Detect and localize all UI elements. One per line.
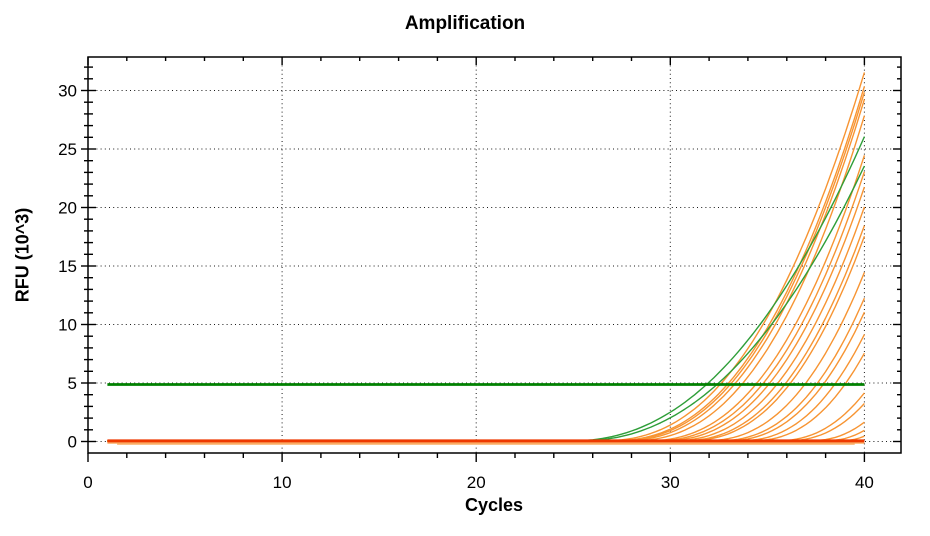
amplification-curve	[107, 206, 866, 442]
chart-title: Amplification	[404, 13, 526, 34]
plot-frame	[87, 56, 902, 454]
x-tick-label: 0	[83, 473, 92, 492]
x-tick-label: 20	[467, 473, 486, 492]
y-tick-label: 5	[68, 374, 77, 393]
amplification-curve	[107, 186, 866, 442]
y-tick-label: 15	[58, 257, 77, 276]
amplification-curve	[107, 392, 865, 442]
x-tick-label: 30	[661, 473, 680, 492]
x-axis-label: Cycles	[464, 495, 524, 515]
x-tick-label: 10	[273, 473, 292, 492]
amplification-curve	[107, 225, 866, 442]
y-tick-label: 20	[58, 199, 77, 218]
amplification-curve	[107, 235, 866, 442]
amplification-curve	[107, 92, 866, 442]
y-tick-label: 0	[68, 433, 77, 452]
y-tick-label: 10	[58, 316, 77, 335]
amplification-curve	[107, 165, 866, 442]
amplification-curve	[107, 115, 866, 442]
amplification-curve	[107, 86, 866, 442]
y-tick-label: 25	[58, 140, 77, 159]
y-tick-label: 30	[58, 82, 77, 101]
x-tick-label: 40	[855, 473, 874, 492]
amplification-curve	[107, 297, 866, 442]
amplification-curve	[107, 136, 866, 442]
amplification-curve	[107, 171, 866, 442]
